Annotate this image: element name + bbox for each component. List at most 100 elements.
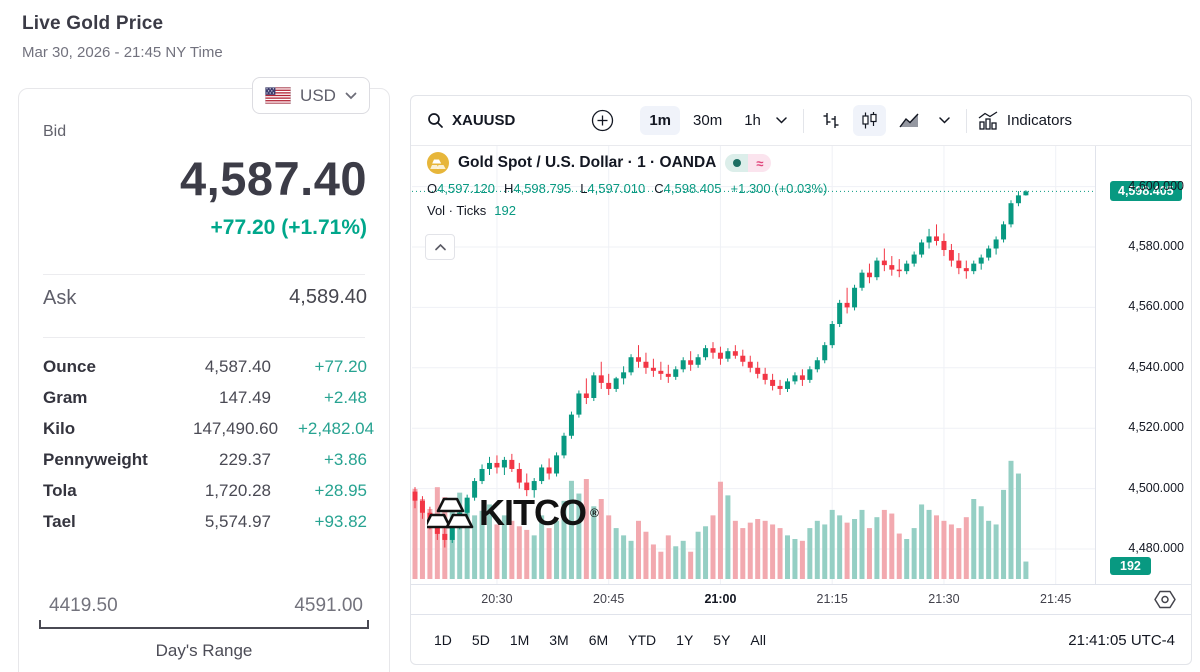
- indicators-button[interactable]: Indicators: [977, 110, 1072, 131]
- unit-row: Pennyweight 229.37 +3.86: [43, 444, 367, 475]
- chart-type-menu-chevron[interactable]: [933, 113, 956, 128]
- bid-price: 4,587.40: [180, 152, 367, 205]
- time-axis-label: 21:00: [704, 592, 737, 606]
- unit-name: Ounce: [43, 356, 96, 376]
- kitco-gold-bars-icon: [427, 493, 475, 533]
- unit-value: 147,490.60: [193, 418, 279, 438]
- unit-change: +28.95: [314, 480, 367, 500]
- volume-value: 192: [494, 203, 516, 218]
- unit-value: 1,720.28: [204, 480, 271, 500]
- interval-menu-chevron[interactable]: [770, 113, 793, 128]
- interval-button-1h[interactable]: 1h: [744, 112, 761, 129]
- chart-clock[interactable]: 21:41:05 UTC-4: [1068, 631, 1175, 649]
- unit-value: 4,587.40: [204, 356, 271, 376]
- price-axis-label: 4,560.000: [1128, 299, 1184, 314]
- registered-mark: ®: [590, 506, 599, 520]
- range-button-6M[interactable]: 6M: [588, 632, 609, 648]
- price-axis-label: 4,580.000: [1128, 239, 1184, 253]
- indicators-icon: [977, 110, 999, 131]
- day-range-low: 4419.50: [49, 595, 118, 616]
- range-button-1Y[interactable]: 1Y: [676, 632, 694, 648]
- price-axis-label: 4,540.000: [1128, 359, 1184, 374]
- ohlc-values: O4,597.120 H4,598.795 L4,597.010 C4,598.405…: [427, 181, 827, 196]
- ask-label: Ask: [43, 287, 77, 309]
- day-range-bracket: [39, 620, 369, 629]
- bar-change: +1.300 (+0.03%): [730, 181, 828, 196]
- bid-label: Bid: [43, 123, 67, 140]
- currency-label: USD: [300, 85, 336, 105]
- range-buttons: 1D 5D 1M 3M 6M YTD 1Y 5Y All: [427, 627, 773, 653]
- day-range-high: 4591.00: [294, 595, 363, 616]
- page-subtitle: Mar 30, 2026 - 21:45 NY Time: [22, 44, 223, 61]
- unit-name: Tael: [43, 511, 76, 531]
- indicators-label: Indicators: [1006, 112, 1072, 129]
- range-button-3M[interactable]: 3M: [549, 632, 569, 648]
- chart-toolbar: XAUUSD 1m 30m 1h: [411, 96, 1191, 146]
- ask-value: 4,589.40: [289, 286, 367, 308]
- interval-group: 1m 30m 1h: [640, 106, 770, 135]
- range-button-1D[interactable]: 1D: [434, 632, 452, 648]
- unit-value: 5,574.97: [204, 511, 271, 531]
- candlestick-chart[interactable]: [412, 146, 1095, 584]
- unit-row: Tael 5,574.97 +93.82: [43, 506, 367, 537]
- toolbar-divider: [802, 108, 804, 133]
- search-icon: [427, 112, 444, 129]
- quote-card: Bid 4,587.40 +77.20 (+1.71%) Ask 4,589.4…: [18, 88, 390, 672]
- last-price-badge: 4,598.405: [1110, 181, 1182, 202]
- unit-name: Tola: [43, 480, 77, 500]
- legend-collapse-button[interactable]: [425, 234, 455, 260]
- day-range-label: Day's Range: [155, 641, 253, 660]
- divider: [43, 274, 365, 275]
- unit-table: Ounce 4,587.40 +77.20 Gram 147.49 +2.48 Kilo 14…: [43, 351, 374, 537]
- volume-legend: Vol · Ticks 192: [427, 203, 827, 218]
- currency-selector[interactable]: USD: [252, 77, 370, 114]
- volume-label: Vol · Ticks: [427, 203, 487, 218]
- unit-name: Pennyweight: [43, 449, 148, 469]
- time-axis-label: 20:45: [593, 592, 625, 606]
- unit-change: +2.48: [323, 387, 367, 407]
- price-axis-label: 4,520.000: [1128, 420, 1184, 435]
- range-button-5D[interactable]: 5D: [471, 632, 490, 648]
- bid-change: +77.20 (+1.71%): [210, 216, 367, 239]
- unit-name: Kilo: [43, 418, 76, 438]
- market-open-dot: [725, 154, 749, 172]
- toolbar-divider: [965, 108, 967, 133]
- page-title: Live Gold Price: [22, 13, 164, 34]
- price-axis[interactable]: 4,598.405 192 4,600.000 4,580.000 4,560.00…: [1095, 146, 1192, 584]
- range-toolbar: 1D 5D 1M 3M 6M YTD 1Y 5Y All 21:41:05 UTC-4: [411, 614, 1191, 665]
- volume-ticks-badge: 192: [1110, 557, 1151, 575]
- market-status-pill[interactable]: ≈: [725, 154, 772, 172]
- chart-legend: Gold Spot / U.S. Dollar · 1 · OANDA ≈ O4…: [427, 152, 827, 218]
- approx-data-icon: ≈: [748, 154, 772, 172]
- unit-change: +77.20: [314, 356, 367, 376]
- compare-add-button[interactable]: [591, 109, 614, 132]
- divider: [43, 337, 365, 338]
- us-flag-icon: [265, 87, 292, 104]
- chart-settings-hexagon-icon[interactable]: [1153, 589, 1177, 615]
- candles-chart-type-button[interactable]: [852, 105, 886, 136]
- time-axis[interactable]: 20:30 20:45 21:00 21:15 21:30 21:45: [411, 584, 1191, 614]
- chart-panel: XAUUSD 1m 30m 1h: [410, 95, 1192, 665]
- range-button-All[interactable]: All: [750, 632, 766, 648]
- time-axis-label: 20:30: [481, 592, 513, 606]
- unit-change: +93.82: [314, 511, 367, 531]
- symbol-title[interactable]: Gold Spot / U.S. Dollar · 1 · OANDA: [458, 154, 717, 171]
- range-button-5Y[interactable]: 5Y: [713, 632, 731, 648]
- symbol-search-button[interactable]: XAUUSD: [427, 112, 515, 129]
- interval-button-1m[interactable]: 1m: [640, 106, 681, 135]
- range-button-YTD[interactable]: YTD: [628, 632, 657, 648]
- time-axis-label: 21:45: [1040, 592, 1072, 606]
- price-axis-label: 4,500.000: [1128, 480, 1184, 495]
- kitco-watermark-text: KITCO: [479, 492, 587, 533]
- unit-change: +2,482.04: [297, 418, 375, 438]
- unit-value: 147.49: [219, 387, 271, 407]
- unit-row: Gram 147.49 +2.48: [43, 382, 367, 413]
- interval-button-30m[interactable]: 30m: [693, 112, 723, 129]
- range-button-1M[interactable]: 1M: [509, 632, 530, 648]
- ohlc-pair: H4,598.795: [503, 181, 572, 196]
- price-axis-label: 4,600.000: [1128, 178, 1184, 193]
- bars-chart-type-button[interactable]: [814, 105, 847, 136]
- time-axis-label: 21:30: [928, 592, 960, 606]
- area-chart-type-button[interactable]: [892, 106, 927, 135]
